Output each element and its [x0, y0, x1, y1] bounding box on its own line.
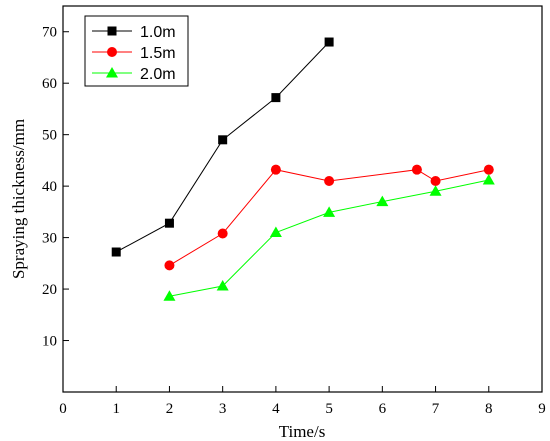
series-1.5m [164, 164, 494, 271]
x-tick-label: 6 [379, 401, 387, 417]
data-point [163, 290, 176, 301]
axis-ticks: 0 1 2 3 4 5 6 7 8 9 10 20 30 40 50 60 70 [42, 25, 546, 417]
x-tick-label: 8 [485, 401, 493, 417]
data-point [324, 37, 334, 47]
x-tick-label: 7 [432, 401, 440, 417]
legend-marker [106, 67, 118, 78]
legend-marker [107, 47, 117, 57]
x-tick-label: 3 [219, 401, 227, 417]
x-tick-label: 9 [538, 401, 546, 417]
data-point [216, 279, 229, 291]
data-point [164, 260, 175, 271]
y-tick-label: 40 [42, 179, 57, 195]
legend-box [84, 15, 189, 87]
data-point [217, 228, 228, 239]
data-point [269, 226, 282, 237]
data-point [411, 164, 422, 175]
data-point [271, 93, 281, 103]
series-layer [111, 37, 495, 301]
y-tick-label: 60 [42, 76, 57, 92]
legend-label: 1.5m [140, 45, 176, 62]
data-point [218, 135, 228, 145]
legend-label: 2.0m [140, 66, 176, 83]
data-point [111, 247, 121, 257]
x-tick-label: 1 [112, 401, 120, 417]
legend-marker [107, 26, 117, 36]
y-tick-label: 30 [42, 231, 57, 247]
y-tick-label: 10 [42, 334, 57, 350]
x-tick-label: 4 [272, 401, 280, 417]
data-point [483, 164, 494, 175]
data-point [164, 218, 174, 228]
data-point [324, 175, 335, 186]
x-tick-label: 0 [59, 401, 67, 417]
legend: 1.0m 1.5m 2.0m [84, 15, 189, 87]
data-point [270, 164, 281, 175]
data-point [376, 195, 389, 207]
y-tick-label: 20 [42, 282, 57, 298]
data-point [323, 206, 336, 217]
data-point [482, 173, 495, 185]
y-tick-label: 70 [42, 25, 57, 41]
y-tick-label: 50 [42, 128, 57, 144]
x-axis-title: Time/s [279, 422, 326, 441]
y-axis-title: Spraying thickness/mm [9, 119, 28, 279]
x-tick-label: 2 [166, 401, 174, 417]
legend-label: 1.0m [140, 24, 176, 41]
series-2.0m [163, 173, 495, 301]
x-tick-label: 5 [325, 401, 333, 417]
data-point [430, 175, 441, 186]
series-1.0m [111, 37, 334, 257]
data-point [429, 185, 442, 196]
